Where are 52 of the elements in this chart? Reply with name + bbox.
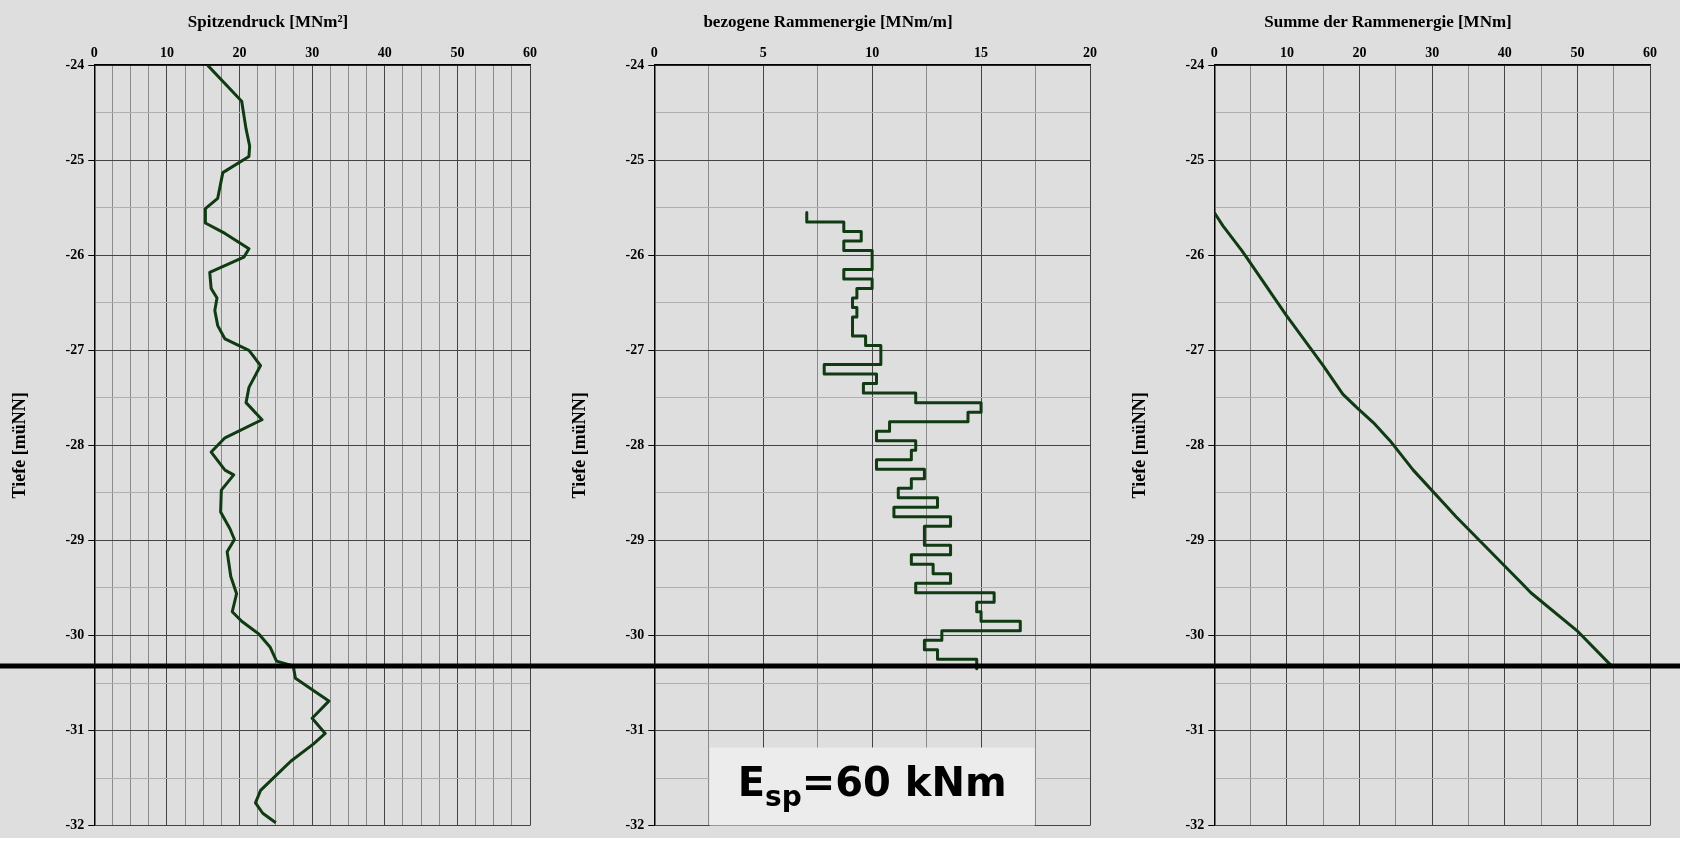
- x-tick-label: 10: [1279, 45, 1294, 61]
- y-tick-label: -31: [65, 722, 85, 738]
- y-tick-label: -27: [1185, 341, 1205, 357]
- y-tick-label: -24: [65, 56, 85, 72]
- y-tick-label: -28: [1185, 437, 1205, 453]
- x-tick-label: 20: [1352, 45, 1367, 61]
- x-tick-label: 10: [159, 45, 174, 61]
- x-tick-label: 30: [305, 45, 320, 61]
- x-tick-label: 15: [974, 45, 989, 61]
- x-tick-label: 40: [377, 45, 392, 61]
- x-tick-label: 10: [865, 45, 880, 61]
- x-tick-label: 0: [650, 45, 658, 61]
- y-tick-label: -31: [625, 722, 645, 738]
- chart-title: bezogene Rammenergie [MNm/m]: [703, 11, 953, 31]
- y-axis-title: Tiefe [müNN]: [9, 392, 30, 499]
- y-tick-label: -26: [1185, 246, 1205, 262]
- y-tick-label: -24: [625, 56, 645, 72]
- chart-title: Spitzendruck [MNm²]: [187, 11, 349, 31]
- x-tick-label: 5: [759, 45, 767, 61]
- x-tick-label: 50: [450, 45, 465, 61]
- y-axis-title: Tiefe [müNN]: [569, 392, 590, 499]
- y-tick-label: -28: [625, 437, 645, 453]
- y-tick-label: -29: [1185, 532, 1205, 548]
- y-tick-label: -32: [1185, 817, 1205, 833]
- y-tick-label: -25: [625, 151, 645, 167]
- y-tick-label: -25: [1185, 151, 1205, 167]
- x-tick-label: 20: [1083, 45, 1097, 61]
- x-tick-label: 40: [1497, 45, 1512, 61]
- y-tick-label: -26: [65, 246, 85, 262]
- y-tick-label: -28: [65, 437, 85, 453]
- y-tick-label: -24: [1185, 56, 1205, 72]
- x-tick-label: 60: [1643, 45, 1657, 61]
- y-tick-label: -32: [625, 817, 645, 833]
- y-tick-label: -29: [65, 532, 85, 548]
- x-tick-label: 0: [1210, 45, 1218, 61]
- x-tick-label: 50: [1570, 45, 1585, 61]
- y-tick-label: -32: [65, 817, 85, 833]
- y-tick-label: -30: [1185, 627, 1205, 643]
- chart-title: Summe der Rammenergie [MNm]: [1264, 11, 1512, 31]
- y-tick-label: -30: [625, 627, 645, 643]
- x-tick-label: 0: [90, 45, 98, 61]
- y-tick-label: -30: [65, 627, 85, 643]
- x-tick-label: 60: [523, 45, 537, 61]
- y-tick-label: -27: [65, 341, 85, 357]
- y-tick-label: -25: [65, 151, 85, 167]
- x-tick-label: 30: [1425, 45, 1440, 61]
- y-tick-label: -31: [1185, 722, 1205, 738]
- x-tick-label: 20: [232, 45, 247, 61]
- y-tick-label: -26: [625, 246, 645, 262]
- y-tick-label: -27: [625, 341, 645, 357]
- y-tick-label: -29: [625, 532, 645, 548]
- y-axis-title: Tiefe [müNN]: [1129, 392, 1150, 499]
